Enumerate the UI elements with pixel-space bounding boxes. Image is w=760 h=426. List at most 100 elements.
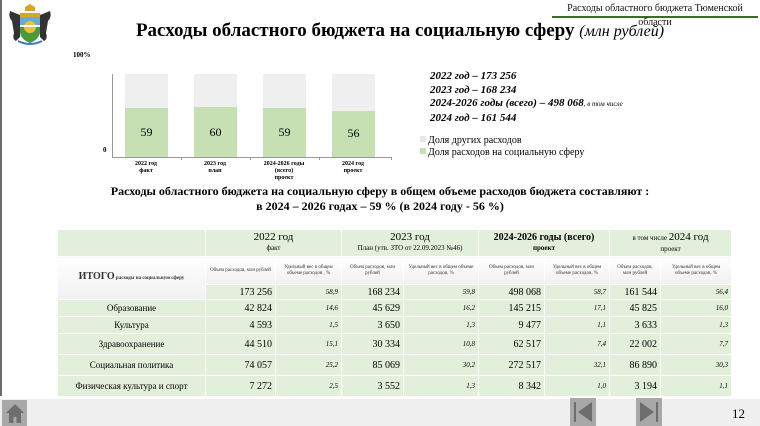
cell-value: 42 824 <box>205 299 276 317</box>
cell-percent: 30,2 <box>402 354 480 376</box>
cell-percent: 15,1 <box>275 333 342 355</box>
cell-percent: 1,3 <box>402 316 480 334</box>
column-header-row: ИТОГО расходы на социальную сферу Объем … <box>57 256 733 300</box>
bar-fill-social: 59 <box>125 108 168 157</box>
left-border <box>0 0 2 396</box>
x-tick <box>391 157 392 160</box>
cell-value: 3 633 <box>609 316 662 334</box>
total-label: ИТОГО расходы на социальную сферу <box>57 256 206 300</box>
total-2023: 2023 год – 168 234 <box>430 83 517 96</box>
bar-2022: 59 <box>125 74 168 157</box>
footer-bar <box>0 399 760 426</box>
period-2024: в том числе 2024 год проект <box>609 229 733 257</box>
col-header: Объем расходов, млн рублей <box>478 256 546 285</box>
cell-value: 7 272 <box>205 375 276 397</box>
cell-value: 145 215 <box>478 299 546 317</box>
cell-percent: 14,6 <box>275 299 342 317</box>
coat-of-arms-icon <box>9 4 51 45</box>
x-tick <box>250 157 251 160</box>
bar-2024-2026: 59 <box>263 74 306 157</box>
row-name: Здравоохранение <box>57 333 206 355</box>
y-axis <box>112 74 113 158</box>
previous-slide-icon <box>574 402 592 422</box>
cell-value: 168 234 <box>341 284 404 300</box>
x-axis <box>112 157 392 158</box>
header-tag: Расходы областного бюджета Тюменской обл… <box>552 2 758 28</box>
cell-percent: 16,0 <box>660 299 733 317</box>
bar-fill-social: 59 <box>263 108 306 157</box>
previous-slide-button[interactable] <box>570 398 596 426</box>
col-header: Удельный вес в общем объеме расходов, % <box>660 256 733 285</box>
row-name: Физическая культура и спорт <box>57 375 206 397</box>
legend-item-social: Доля расходов на социальную сферу <box>420 147 584 159</box>
cell-value: 45 629 <box>341 299 404 317</box>
bar-fill-social: 56 <box>332 110 375 157</box>
col-header: Объем расходов, млн рублей <box>609 256 662 285</box>
period-header-row: 2022 год факт 2023 год План (утв. ЗТО от 2… <box>57 229 733 257</box>
cell-percent: 1,1 <box>544 316 611 334</box>
cell-percent: 1,3 <box>660 316 733 334</box>
totals-list: 2022 год – 173 256 2023 год – 168 234 20… <box>430 70 623 125</box>
col-header: Удельный вес в общем объеме расходов, % <box>402 256 480 285</box>
table-row-culture: Культура 4 593 1,5 3 650 1,3 9 477 1,1 3… <box>57 316 733 334</box>
period-2024-2026: 2024-2026 годы (всего) проект <box>478 229 611 257</box>
col-header: Удельный вес в общем объеме расходов, % <box>544 256 611 285</box>
col-header: Объем расходов, млн рублей <box>341 256 404 285</box>
empty-header-cell <box>57 229 206 257</box>
next-slide-button[interactable] <box>636 398 662 426</box>
table-row-healthcare: Здравоохранение 44 510 15,1 30 334 10,8 … <box>57 333 733 355</box>
cell-value: 161 544 <box>609 284 662 300</box>
cell-percent: 7,7 <box>660 333 733 355</box>
cell-percent: 59,8 <box>402 284 480 300</box>
cell-percent: 32,1 <box>544 354 611 376</box>
x-label-2022: 2022 год факт <box>135 161 157 174</box>
cell-percent: 58,7 <box>544 284 611 300</box>
table-row-sport: Физическая культура и спорт 7 272 2,5 3 … <box>57 375 733 397</box>
cell-value: 45 825 <box>609 299 662 317</box>
cell-percent: 25,2 <box>275 354 342 376</box>
cell-value: 4 593 <box>205 316 276 334</box>
home-button[interactable] <box>2 400 27 426</box>
cell-value: 22 002 <box>609 333 662 355</box>
cell-value: 62 517 <box>478 333 546 355</box>
budget-table: 2022 год факт 2023 год План (утв. ЗТО от 2… <box>57 229 733 397</box>
bar-2023: 60 <box>194 74 237 157</box>
bar-2024: 56 <box>332 74 375 157</box>
legend-swatch <box>420 136 426 142</box>
y-axis-top-label: 100% <box>73 51 91 59</box>
cell-value: 30 334 <box>341 333 404 355</box>
x-tick <box>181 157 182 160</box>
page-title-unit: (млн рублей) <box>579 23 665 40</box>
col-header: Удельный вес в общем объеме расходов , % <box>275 256 342 285</box>
legend-item-other: Доля других расходов <box>420 135 584 147</box>
total-2024-2026: 2024-2026 годы (всего) – 498 068, в том … <box>430 97 623 109</box>
cell-percent: 1,1 <box>660 375 733 397</box>
x-tick <box>319 157 320 160</box>
cell-value: 272 517 <box>478 354 546 376</box>
x-label-2023: 2023 год план <box>204 161 226 174</box>
cell-value: 3 552 <box>341 375 404 397</box>
cell-value: 3 650 <box>341 316 404 334</box>
summary-text: Расходы областного бюджета на социальную… <box>110 184 650 213</box>
cell-percent: 1,0 <box>544 375 611 397</box>
cell-value: 74 057 <box>205 354 276 376</box>
table-row-social-policy: Социальная политика 74 057 25,2 85 069 3… <box>57 354 733 376</box>
legend-swatch <box>420 148 426 154</box>
period-2022: 2022 год факт <box>205 229 342 257</box>
cell-value: 9 477 <box>478 316 546 334</box>
bar-fill-social: 60 <box>194 107 237 157</box>
cell-value: 498 068 <box>478 284 546 300</box>
cell-value: 8 342 <box>478 375 546 397</box>
cell-value: 3 194 <box>609 375 662 397</box>
x-label-2024: 2024 год проект <box>342 161 364 174</box>
page-number: 12 <box>732 406 745 421</box>
row-name: Образование <box>57 299 206 317</box>
home-icon <box>5 404 24 423</box>
row-name: Культура <box>57 316 206 334</box>
page-title-text: Расходы областного бюджета на социальную… <box>135 20 575 41</box>
chart-legend: Доля других расходов Доля расходов на со… <box>420 135 584 159</box>
cell-percent: 10,8 <box>402 333 480 355</box>
page-title: Расходы областного бюджета на социальную… <box>0 20 760 42</box>
cell-percent: 56,4 <box>660 284 733 300</box>
cell-percent: 1,5 <box>275 316 342 334</box>
